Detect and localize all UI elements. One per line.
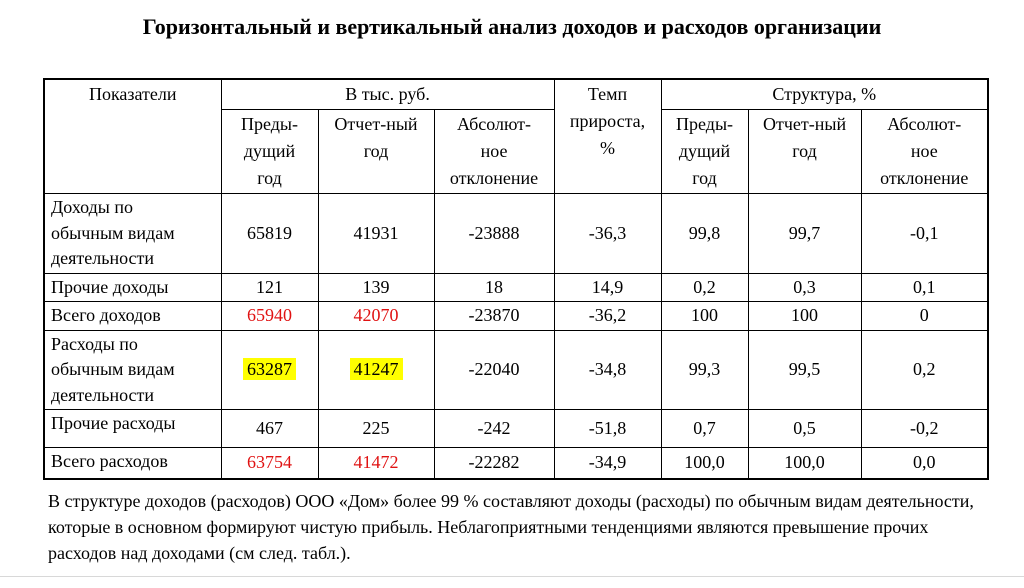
- table-cell: -23870: [433, 301, 555, 331]
- col-group-structure: Структура, %: [660, 78, 989, 110]
- table-cell: -23888: [433, 193, 555, 274]
- slide-page: Горизонтальный и вертикальный анализ дох…: [0, 14, 1024, 577]
- table-row: Всего доходов 65940 42070 -23870 -36,2 100 100…: [43, 301, 989, 331]
- col-header-abs-deviation-rub: Абсолют- ное отклонение: [433, 109, 555, 194]
- row-label: Прочие доходы: [43, 272, 222, 303]
- highlighted-value: 41247: [349, 358, 403, 381]
- bottom-divider-line: [0, 576, 1024, 577]
- table-cell: -36,3: [553, 193, 662, 274]
- table-cell: 100,0: [660, 447, 749, 480]
- table-cell: 0,3: [747, 272, 862, 303]
- table-row: Прочие доходы 121 139 18 14,9 0,2 0,3 0,1: [43, 272, 989, 303]
- table-cell: -34,9: [553, 447, 662, 480]
- table-cell: 225: [317, 409, 435, 449]
- table-cell: 0,2: [660, 272, 749, 303]
- table-cell: 100: [747, 301, 862, 331]
- row-label: Всего расходов: [43, 447, 222, 480]
- table-cell: 0: [860, 301, 989, 331]
- row-label: Доходы по обычным видам деятельности: [43, 193, 222, 274]
- table-cell: -51,8: [553, 409, 662, 449]
- table-cell: -242: [433, 409, 555, 449]
- table-cell: -0,1: [860, 193, 989, 274]
- table-row: Прочие расходы 467 225 -242 -51,8 0,7 0,5 -0,2: [43, 409, 989, 449]
- table-cell: -36,2: [553, 301, 662, 331]
- table-cell: 65940: [220, 301, 319, 331]
- table-cell: -34,8: [553, 329, 662, 411]
- table-cell: 41247: [317, 329, 435, 411]
- table-cell: 42070: [317, 301, 435, 331]
- col-group-thousand-rub: В тыс. руб.: [220, 78, 555, 110]
- row-label: Прочие расходы: [43, 409, 222, 449]
- col-header-growth-rate: Темп прироста, %: [553, 78, 662, 194]
- row-label: Всего доходов: [43, 301, 222, 331]
- table-cell: 0,1: [860, 272, 989, 303]
- highlighted-value: 63287: [243, 358, 296, 381]
- col-header-prev-year-rub: Преды- дущий год: [220, 109, 319, 194]
- table-cell: -0,2: [860, 409, 989, 449]
- col-header-prev-year-struct: Преды- дущий год: [660, 109, 749, 194]
- col-header-indicators: Показатели: [43, 78, 222, 194]
- table-cell: 467: [220, 409, 319, 449]
- col-header-abs-deviation-struct: Абсолют- ное отклонение: [860, 109, 989, 194]
- table-cell: 139: [317, 272, 435, 303]
- analysis-table: Показатели В тыс. руб. Темп прироста, % …: [43, 78, 990, 480]
- col-header-report-year-struct: Отчет-ный год: [747, 109, 862, 194]
- table-cell: 14,9: [553, 272, 662, 303]
- table-cell: 100,0: [747, 447, 862, 480]
- table-cell: 0,7: [660, 409, 749, 449]
- table-cell: 121: [220, 272, 319, 303]
- table-cell: -22040: [433, 329, 555, 411]
- table-cell: 99,8: [660, 193, 749, 274]
- table-cell: 41931: [317, 193, 435, 274]
- table-row: Доходы по обычным видам деятельности 6581…: [43, 193, 989, 274]
- row-label: Расходы по обычным видам деятельности: [43, 329, 222, 411]
- table-cell: 63287: [220, 329, 319, 411]
- col-header-report-year-rub: Отчет-ный год: [317, 109, 435, 194]
- table-cell: 99,7: [747, 193, 862, 274]
- table-cell: 65819: [220, 193, 319, 274]
- table-row: Расходы по обычным видам деятельности 632…: [43, 329, 989, 411]
- page-title: Горизонтальный и вертикальный анализ дох…: [142, 14, 882, 39]
- note-paragraph: В структуре доходов (расходов) ООО «Дом»…: [48, 491, 974, 563]
- table-cell: 18: [433, 272, 555, 303]
- table-cell: 100: [660, 301, 749, 331]
- table-cell: 0,2: [860, 329, 989, 411]
- table-cell: 99,5: [747, 329, 862, 411]
- table-cell: -22282: [433, 447, 555, 480]
- table-row: Всего расходов 63754 41472 -22282 -34,9 100,0…: [43, 447, 989, 480]
- table-cell: 41472: [317, 447, 435, 480]
- table-cell: 99,3: [660, 329, 749, 411]
- table-cell: 63754: [220, 447, 319, 480]
- table-cell: 0,5: [747, 409, 862, 449]
- table-cell: 0,0: [860, 447, 989, 480]
